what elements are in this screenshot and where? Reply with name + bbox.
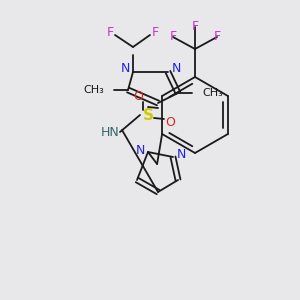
Text: O: O [133, 91, 143, 103]
Text: N: N [120, 61, 130, 74]
Text: N: N [135, 143, 145, 157]
Text: F: F [191, 20, 199, 34]
Text: F: F [106, 26, 114, 38]
Text: O: O [165, 116, 175, 128]
Text: N: N [171, 61, 181, 74]
Text: CH₃: CH₃ [202, 88, 223, 98]
Text: F: F [169, 31, 177, 44]
Text: F: F [152, 26, 159, 38]
Text: HN: HN [100, 125, 119, 139]
Text: S: S [142, 107, 154, 122]
Text: CH₃: CH₃ [83, 85, 104, 95]
Text: F: F [213, 31, 220, 44]
Text: N: N [176, 148, 186, 160]
